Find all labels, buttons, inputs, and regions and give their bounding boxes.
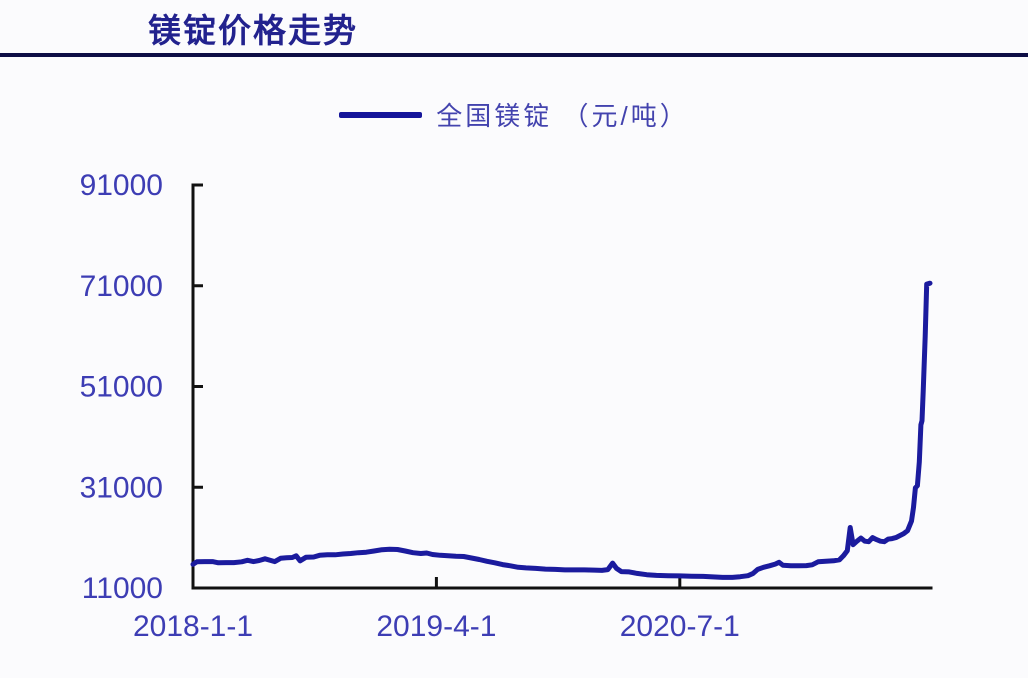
y-axis-label: 91000 [80, 169, 163, 202]
page-title: 镁锭价格走势 [148, 14, 358, 50]
x-axis-label: 2018-1-1 [133, 610, 253, 643]
legend: 全国镁锭 （元/吨） [0, 96, 1028, 133]
legend-label: 全国镁锭 （元/吨） [436, 101, 689, 131]
y-axis-label: 31000 [80, 471, 163, 504]
title-divider [0, 53, 1028, 57]
y-axis-label: 71000 [80, 270, 163, 303]
x-axis-label: 2020-7-1 [620, 610, 740, 643]
x-axis-label: 2019-4-1 [376, 610, 496, 643]
y-axis-label: 11000 [82, 572, 163, 605]
price-line [190, 280, 933, 580]
legend-line-marker-icon [339, 111, 423, 118]
axis-frame [191, 183, 933, 590]
y-axis-label: 51000 [80, 371, 163, 404]
